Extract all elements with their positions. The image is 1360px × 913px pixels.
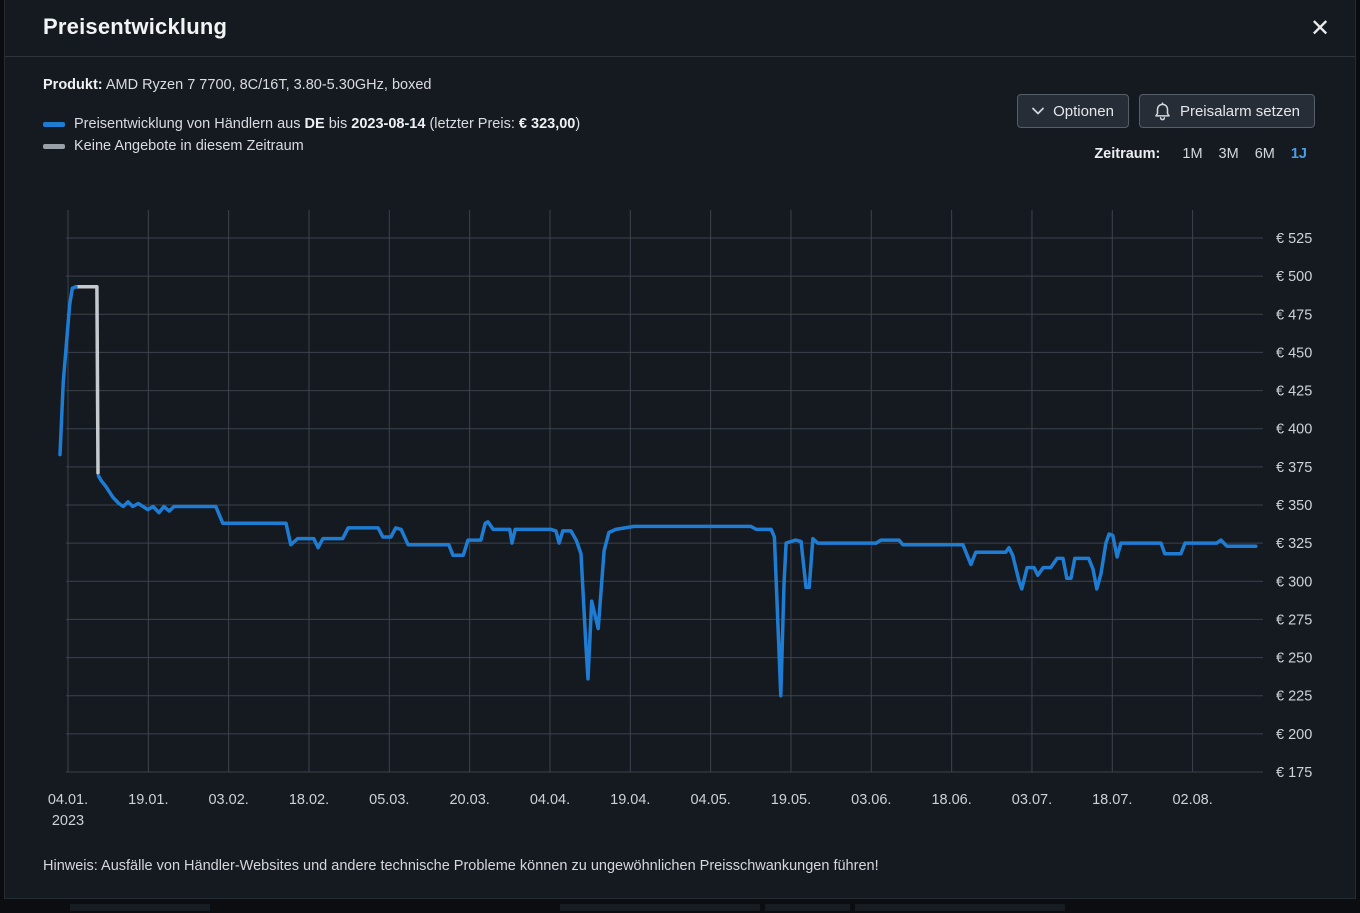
close-icon[interactable]: ✕: [1303, 11, 1337, 45]
timerange-option-1y[interactable]: 1J: [1290, 146, 1307, 162]
gridlines: [66, 210, 1263, 773]
timerange-option-6m[interactable]: 6M: [1254, 146, 1275, 162]
product-label: Produkt:: [43, 77, 103, 93]
y-axis-label: € 200: [1276, 727, 1312, 743]
page-title: Preisentwicklung: [43, 14, 228, 39]
y-axis-label: € 450: [1276, 345, 1312, 361]
price-history-modal: € 525 € 500 € 475 € 450 € 425 € 400 € 375 € 350…: [4, 0, 1356, 899]
x-axis-sublabel: 2023: [52, 813, 84, 829]
series-line: [74, 285, 100, 475]
y-axis-label: € 425: [1276, 384, 1312, 400]
x-axis-label: 18.07.: [1092, 792, 1132, 808]
x-axis-label: 18.02.: [289, 792, 329, 808]
y-axis-label: € 350: [1276, 498, 1312, 514]
no-offers-series-swatch: [43, 143, 65, 149]
y-axis-label: € 250: [1276, 651, 1312, 667]
background-page-strip: [0, 899, 1360, 913]
options-button-label: Optionen: [1053, 102, 1114, 120]
timerange-selector: Zeitraum: 1M 3M 6M 1J: [1094, 146, 1307, 162]
x-axis-label: 02.08.: [1172, 792, 1212, 808]
x-axis-label: 03.02.: [208, 792, 248, 808]
x-axis-label: 05.03.: [369, 792, 409, 808]
legend-no-offers-text: Keine Angebote in diesem Zeitraum: [74, 138, 304, 154]
x-axis-label: 19.05.: [771, 792, 811, 808]
x-axis-label: 04.05.: [690, 792, 730, 808]
timerange-label: Zeitraum:: [1094, 146, 1161, 162]
chevron-down-icon: [1032, 107, 1044, 115]
x-axis-label: 20.03.: [449, 792, 489, 808]
price-series-swatch: [43, 121, 65, 127]
chart-legend: Preisentwicklung von Händlern aus DE bis…: [43, 113, 580, 157]
series-line: [58, 285, 78, 457]
legend-price-text: Preisentwicklung von Händlern aus DE bis…: [74, 116, 581, 132]
y-axis-label: € 275: [1276, 612, 1312, 628]
modal-header: Preisentwicklung ✕: [5, 0, 1355, 57]
y-axis-label: € 325: [1276, 536, 1312, 552]
x-axis-label: 04.04.: [530, 792, 570, 808]
x-axis-label: 18.06.: [931, 792, 971, 808]
x-axis-label: 19.04.: [610, 792, 650, 808]
y-axis-label: € 525: [1276, 231, 1312, 247]
series-lines: [58, 285, 1258, 698]
y-axis-label: € 475: [1276, 307, 1312, 323]
x-axis-label: 03.06.: [851, 792, 891, 808]
x-axis-label: 04.01.: [48, 792, 88, 808]
y-axis-label: € 175: [1276, 765, 1312, 781]
hint-text: Hinweis: Ausfälle von Händler-Websites u…: [43, 858, 879, 874]
product-line: Produkt: AMD Ryzen 7 7700, 8C/16T, 3.80-…: [43, 77, 431, 93]
timerange-option-3m[interactable]: 3M: [1218, 146, 1239, 162]
y-axis-label: € 400: [1276, 422, 1312, 438]
price-alarm-button[interactable]: Preisalarm setzen: [1138, 94, 1315, 128]
y-axis-label: € 375: [1276, 460, 1312, 476]
legend-row-no-offers: Keine Angebote in diesem Zeitraum: [43, 135, 580, 157]
x-axis-label: 03.07.: [1012, 792, 1052, 808]
y-axis-label: € 225: [1276, 689, 1312, 705]
x-axis-label: 19.01.: [128, 792, 168, 808]
legend-row-price: Preisentwicklung von Händlern aus DE bis…: [43, 113, 580, 135]
y-axis-label: € 300: [1276, 574, 1312, 590]
price-alarm-button-label: Preisalarm setzen: [1179, 102, 1300, 120]
toolbar: Optionen Preisalarm setzen: [1017, 94, 1315, 128]
y-axis-label: € 500: [1276, 269, 1312, 285]
axis-labels: € 525 € 500 € 475 € 450 € 425 € 400 € 375 € 350…: [48, 231, 1312, 829]
product-value: AMD Ryzen 7 7700, 8C/16T, 3.80-5.30GHz, …: [102, 77, 432, 93]
timerange-option-1m[interactable]: 1M: [1182, 146, 1203, 162]
bell-icon: [1155, 101, 1170, 120]
series-line: [96, 474, 1258, 698]
options-button[interactable]: Optionen: [1017, 94, 1129, 128]
